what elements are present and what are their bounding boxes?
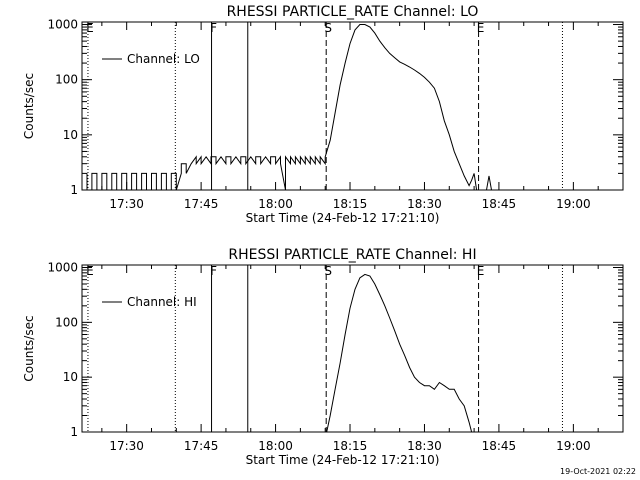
x-tick-label: 17:30 xyxy=(109,439,144,453)
x-tick-label: 18:15 xyxy=(333,197,368,211)
y-axis-label: Counts/sec xyxy=(22,315,36,381)
y-tick-label: 100 xyxy=(55,315,78,329)
y-axis-label: Counts/sec xyxy=(22,73,36,139)
event-marker-label: E xyxy=(477,264,485,278)
chart-title: RHESSI PARTICLE_RATE Channel: HI xyxy=(228,247,476,263)
y-tick-label: 1000 xyxy=(47,261,78,275)
y-tick-label: 1 xyxy=(70,425,78,439)
event-marker-label: F xyxy=(210,21,217,35)
x-tick-label: 18:15 xyxy=(333,439,368,453)
event-marker-label: S xyxy=(324,264,332,278)
x-tick-label: 17:30 xyxy=(109,197,144,211)
footer-timestamp: 19-Oct-2021 02:22 xyxy=(560,467,636,476)
x-tick-label: 17:45 xyxy=(184,439,219,453)
chart-title: RHESSI PARTICLE_RATE Channel: LO xyxy=(227,4,479,20)
event-marker-label: F xyxy=(210,264,217,278)
y-tick-label: 1 xyxy=(70,183,78,197)
event-marker-label: S xyxy=(324,21,332,35)
y-tick-label: 10 xyxy=(63,370,78,384)
event-marker-label: E xyxy=(477,21,485,35)
x-tick-label: 18:00 xyxy=(258,197,293,211)
x-axis-label: Start Time (24-Feb-12 17:21:10) xyxy=(246,211,440,225)
x-tick-label: 18:00 xyxy=(258,439,293,453)
panel-hi: RHESSI PARTICLE_RATE Channel: HI Counts/s… xyxy=(22,247,624,467)
panel-lo: RHESSI PARTICLE_RATE Channel: LO Counts/s… xyxy=(22,4,624,225)
legend-label: Channel: HI xyxy=(127,295,197,309)
x-tick-label: 18:30 xyxy=(407,197,442,211)
series-line xyxy=(326,273,473,433)
y-tick-label: 10 xyxy=(63,128,78,142)
plot-frame xyxy=(81,21,624,191)
y-tick-label: 100 xyxy=(55,73,78,87)
x-tick-label: 19:00 xyxy=(556,439,591,453)
event-marker-label: E xyxy=(86,264,94,278)
x-tick-label: 18:30 xyxy=(407,439,442,453)
event-marker-label: E xyxy=(86,21,94,35)
x-tick-label: 18:45 xyxy=(482,197,517,211)
series-line xyxy=(86,24,504,191)
x-axis-label: Start Time (24-Feb-12 17:21:10) xyxy=(246,453,440,467)
x-tick-label: 19:00 xyxy=(556,197,591,211)
x-tick-label: 17:45 xyxy=(184,197,219,211)
x-tick-label: 18:45 xyxy=(482,439,517,453)
plot-frame xyxy=(81,264,624,433)
legend-label: Channel: LO xyxy=(127,52,200,66)
y-tick-label: 1000 xyxy=(47,18,78,32)
